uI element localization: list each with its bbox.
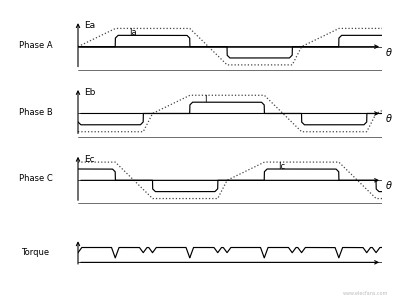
Text: Phase C: Phase C <box>18 174 52 184</box>
Text: Ea: Ea <box>84 21 95 30</box>
Text: $\theta$: $\theta$ <box>385 179 393 191</box>
Text: Phase B: Phase B <box>18 108 52 117</box>
Text: Torque: Torque <box>21 248 50 257</box>
Text: I: I <box>204 95 206 104</box>
Text: Eb: Eb <box>84 88 96 97</box>
Text: Ia: Ia <box>130 28 137 37</box>
Text: Ic: Ic <box>278 162 286 171</box>
Text: www.elecfans.com: www.elecfans.com <box>343 290 388 296</box>
Text: Phase A: Phase A <box>19 41 52 50</box>
Text: $\theta$: $\theta$ <box>385 112 393 124</box>
Text: $\theta$: $\theta$ <box>385 45 393 58</box>
Text: Ec: Ec <box>84 154 95 164</box>
